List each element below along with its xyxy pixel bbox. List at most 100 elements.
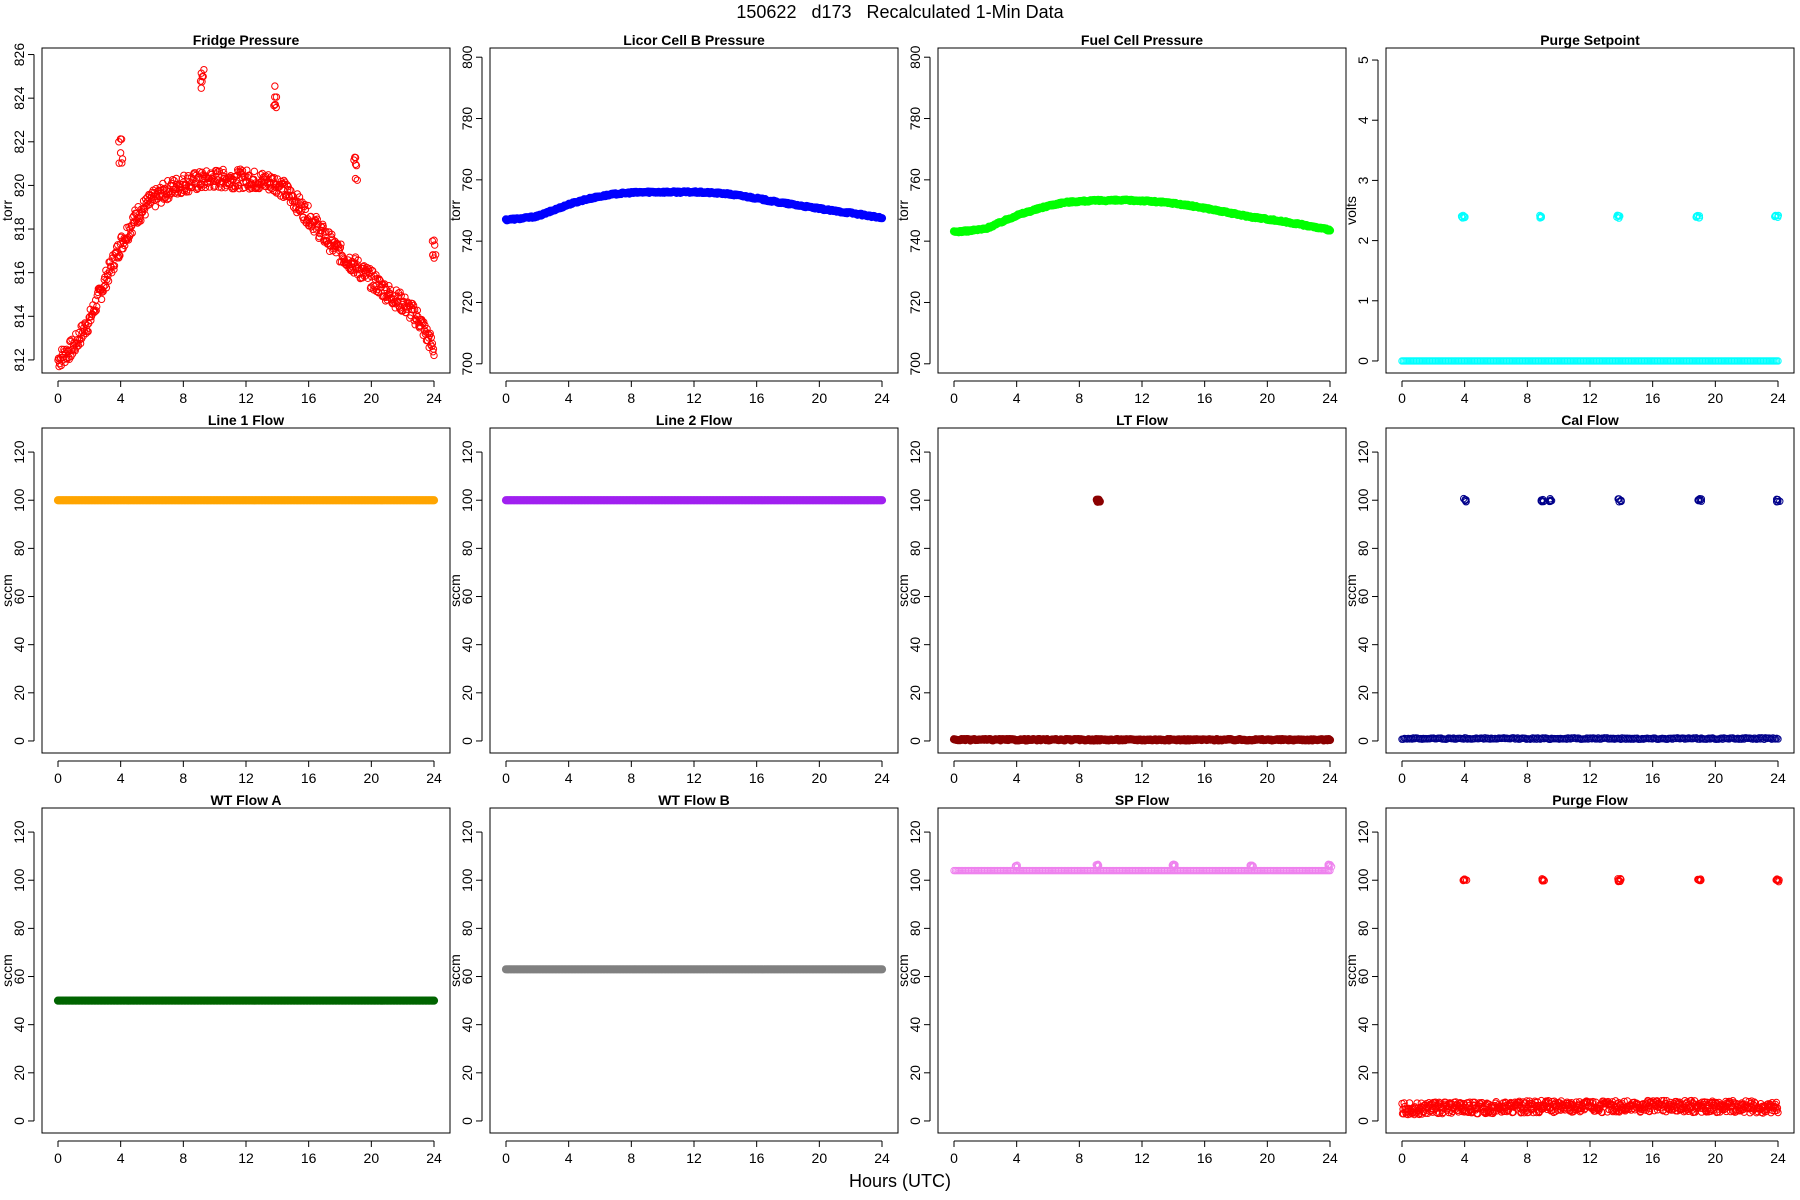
- data-point: [877, 496, 887, 505]
- data-point: [243, 166, 251, 174]
- y-tick-label: 40: [11, 1017, 27, 1033]
- x-tick-label: 0: [54, 1150, 62, 1166]
- data-point-outlier: [199, 72, 207, 81]
- y-tick-label: 20: [907, 685, 923, 701]
- data-point: [412, 311, 420, 319]
- x-tick-label: 4: [1461, 770, 1469, 786]
- x-tick-label: 24: [874, 390, 890, 406]
- x-tick-label: 16: [301, 1150, 317, 1166]
- x-tick-label: 24: [1322, 770, 1338, 786]
- y-tick-label: 80: [907, 540, 923, 556]
- y-tick-label: 100: [1355, 868, 1371, 892]
- data-point: [317, 222, 325, 231]
- y-tick-label: 720: [459, 291, 475, 315]
- x-tick-label: 24: [426, 390, 442, 406]
- panel-title: Licor Cell B Pressure: [623, 32, 765, 48]
- data-points: [54, 65, 440, 371]
- data-point-outlier: [115, 138, 123, 146]
- data-point: [336, 244, 345, 252]
- x-tick-label: 16: [1197, 390, 1213, 406]
- x-tick-label: 12: [1134, 390, 1150, 406]
- data-point-outlier: [351, 174, 360, 183]
- panel-title: Fridge Pressure: [193, 32, 300, 48]
- data-point: [429, 348, 437, 356]
- data-point: [347, 267, 356, 275]
- data-point-outlier: [430, 236, 438, 244]
- x-tick-label: 4: [1013, 770, 1021, 786]
- x-tick-label: 20: [812, 1150, 828, 1166]
- data-point-outlier: [270, 101, 278, 110]
- data-points: [1398, 494, 1784, 743]
- y-axis-label: sccm: [1343, 954, 1359, 987]
- x-tick-label: 12: [686, 390, 702, 406]
- data-points: [950, 860, 1336, 875]
- y-tick-label: 40: [907, 1017, 923, 1033]
- data-point: [91, 307, 99, 316]
- x-tick-label: 0: [1398, 390, 1406, 406]
- plot-frame: [937, 47, 1347, 374]
- x-tick-label: 20: [1260, 770, 1276, 786]
- data-point: [410, 306, 419, 314]
- x-tick-label: 16: [749, 390, 765, 406]
- y-tick-label: 120: [459, 820, 475, 844]
- y-tick-label: 820: [11, 174, 27, 198]
- data-point: [245, 171, 253, 179]
- data-point: [141, 211, 149, 219]
- x-tick-label: 0: [1398, 1150, 1406, 1166]
- data-points: [1398, 211, 1782, 365]
- y-tick-label: 20: [459, 685, 475, 701]
- data-point: [165, 194, 173, 203]
- x-tick-label: 20: [1260, 1150, 1276, 1166]
- y-tick-label: 120: [11, 820, 27, 844]
- data-point: [386, 290, 394, 298]
- x-tick-label: 16: [1645, 770, 1661, 786]
- data-point-outlier: [271, 100, 279, 109]
- panel-title: WT Flow B: [658, 792, 730, 808]
- data-point: [110, 265, 118, 274]
- x-tick-label: 4: [117, 390, 125, 406]
- y-tick-label: 100: [459, 488, 475, 512]
- y-tick-label: 0: [907, 737, 923, 745]
- data-point: [337, 240, 345, 248]
- x-tick-label: 8: [627, 770, 635, 786]
- data-point: [354, 256, 362, 264]
- data-point: [235, 184, 243, 193]
- y-tick-label: 100: [1355, 488, 1371, 512]
- y-axis-label: sccm: [0, 574, 15, 607]
- y-tick-label: 80: [459, 540, 475, 556]
- y-tick-label: 0: [11, 737, 27, 745]
- x-tick-label: 20: [364, 390, 380, 406]
- y-tick-label: 40: [907, 637, 923, 653]
- panel-title: Line 2 Flow: [656, 412, 732, 428]
- x-tick-label: 4: [565, 770, 573, 786]
- y-tick-label: 40: [1355, 1017, 1371, 1033]
- panel-title: Purge Setpoint: [1540, 32, 1640, 48]
- data-point: [301, 200, 309, 209]
- x-tick-label: 16: [1197, 1150, 1213, 1166]
- data-point-outlier: [272, 93, 281, 101]
- x-tick-label: 4: [565, 1150, 573, 1166]
- x-tick-label: 8: [627, 390, 635, 406]
- x-tick-label: 8: [1523, 1150, 1531, 1166]
- data-point: [304, 201, 312, 210]
- y-tick-label: 3: [1355, 176, 1371, 184]
- y-tick-label: 826: [11, 43, 27, 67]
- y-tick-label: 1: [1355, 297, 1371, 305]
- data-point-outlier: [115, 159, 123, 167]
- data-point-outlier: [431, 251, 440, 259]
- y-tick-label: 40: [11, 637, 27, 653]
- x-tick-label: 0: [950, 1150, 958, 1166]
- data-point: [328, 230, 336, 239]
- x-tick-label: 20: [364, 770, 380, 786]
- data-point: [178, 175, 186, 183]
- y-tick-label: 720: [907, 291, 923, 315]
- y-tick-label: 40: [459, 1017, 475, 1033]
- panel-title: Purge Flow: [1552, 792, 1628, 808]
- data-points: [501, 187, 887, 225]
- y-tick-label: 0: [1355, 357, 1371, 365]
- panel-title: SP Flow: [1115, 792, 1169, 808]
